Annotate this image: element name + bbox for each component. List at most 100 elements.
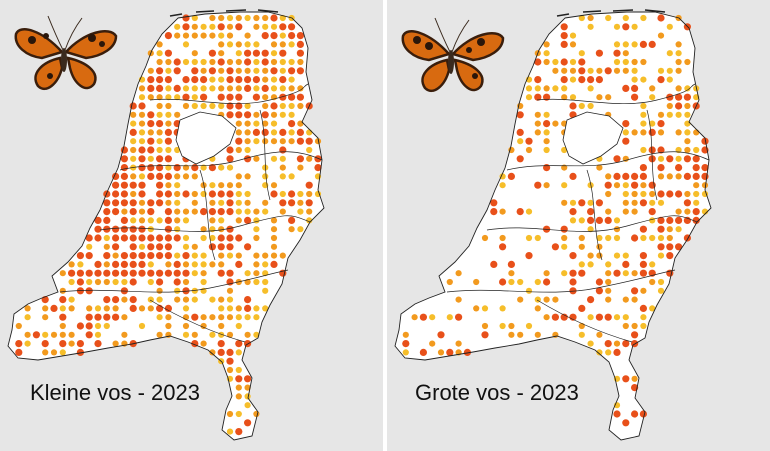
province-border [486,215,698,232]
observation-dot [173,269,181,277]
observation-dot [130,217,137,224]
wing-spot [99,41,105,47]
observation-dot [622,296,629,303]
observation-dot [657,243,665,251]
observation-dot [657,155,665,162]
observation-dot [200,164,207,171]
observation-dot [138,173,146,180]
observation-dot [253,41,260,48]
observation-dot [130,190,137,198]
observation-dot [253,252,260,259]
observation-dot [226,331,234,338]
observation-dot [191,261,198,268]
observation-dot [103,305,110,312]
observation-dot [684,190,691,198]
observation-dot [613,314,621,321]
observation-dot [164,128,172,136]
observation-dot [218,14,225,22]
observation-dot [525,287,533,294]
observation-dot [262,102,269,110]
observation-dot [147,111,155,119]
observation-dot [244,384,251,391]
observation-dot [569,217,577,224]
observation-dot [657,67,665,74]
observation-dot [279,58,286,66]
observation-dot [463,348,471,356]
observation-dot [147,137,155,145]
observation-dot [129,304,137,312]
observation-dot [173,260,181,268]
observation-dot [288,226,295,233]
observation-dot [262,261,269,268]
observation-dot [657,129,665,136]
ijsselmeer-lake [175,111,237,165]
observation-dot [85,287,93,295]
observation-dot [305,181,313,189]
observation-dot [218,67,225,74]
observation-dot [270,76,278,83]
observation-dot [675,102,683,110]
observation-dot [235,182,242,189]
observation-dot [684,208,691,215]
observation-dot [516,155,524,163]
observation-dot [217,234,225,242]
observation-dot [534,278,541,286]
observation-dot [164,208,172,216]
observation-dot [684,102,691,110]
observation-dot [419,313,427,321]
observation-dot [288,120,296,128]
observation-dot [455,340,462,347]
observation-dot [112,181,120,189]
observation-dot [253,111,260,118]
observation-dot [76,340,84,348]
observation-dot [147,76,155,84]
observation-dot [262,67,269,74]
observation-dot [226,278,234,286]
small-tortoiseshell-butterfly-icon [14,15,118,91]
observation-dot [235,111,243,119]
observation-dot [164,172,172,180]
observation-dot [613,226,621,233]
observation-dot [622,137,630,145]
observation-dot [693,129,700,136]
observation-dot [252,128,260,136]
observation-dot [94,313,102,321]
observation-dot [261,31,269,40]
observation-dot [639,269,647,277]
observation-dot [244,129,251,136]
observation-dot [147,243,155,251]
observation-dot [226,76,234,84]
observation-dot [24,331,31,338]
observation-dot [182,234,190,242]
observation-dot [218,76,225,83]
observation-dot [587,102,594,110]
observation-dot [288,102,295,110]
wadden-island [225,9,247,12]
observation-dot [147,261,154,268]
observation-dot [508,278,515,286]
observation-dot [657,32,665,39]
observation-dot [191,32,198,39]
observation-dot [649,217,656,224]
observation-dot [191,252,198,259]
observation-dot [121,208,128,215]
observation-dot [59,349,66,356]
observation-dot [560,31,568,40]
observation-dot [218,217,225,224]
observation-dot [270,155,278,162]
observation-dot [191,50,198,57]
observation-dot [191,164,199,172]
observation-dot [279,93,287,101]
observation-dot [543,129,550,136]
observation-dot [165,111,172,118]
observation-dot [253,261,260,268]
observation-dot [218,41,225,48]
observation-dot [218,261,225,268]
observation-dot [191,67,199,75]
observation-dot [182,305,190,312]
observation-dot [191,331,198,338]
observation-dot [174,190,181,198]
observation-dot [253,226,260,233]
observation-dot [288,67,296,75]
observation-dot [552,58,559,66]
